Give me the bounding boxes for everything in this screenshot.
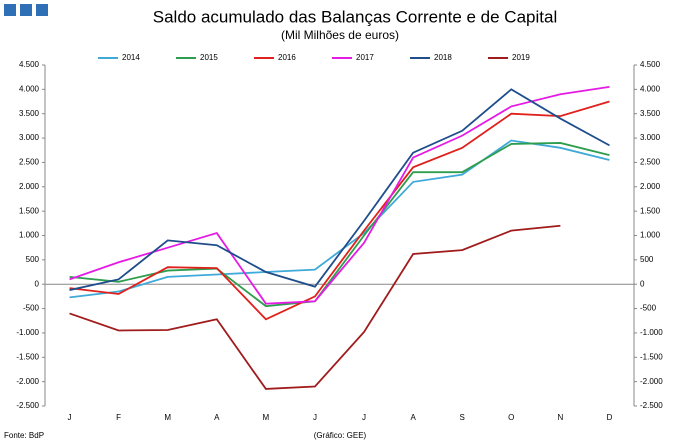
y2-tick-label: -1.500 [640,352,663,361]
y2-tick-label: 500 [640,255,654,264]
y2-tick-label: 4.500 [640,60,661,69]
y2-tick-label: 4.000 [640,84,661,93]
y2-tick-label: 1.500 [640,206,661,215]
logo-square [36,4,48,16]
chart-title: Saldo acumulado das Balanças Corrente e … [153,7,557,26]
series-line [69,224,561,390]
series-line [69,86,610,305]
legend-label: 2019 [512,53,530,62]
y-tick-label: -500 [23,304,40,313]
y-tick-label: 2.000 [19,182,40,191]
y2-tick-label: 0 [640,279,645,288]
y-tick-label: 4.000 [19,84,40,93]
y2-tick-label: 3.500 [640,109,661,118]
y2-tick-label: -1.000 [640,328,663,337]
y-tick-label: -1.500 [16,352,39,361]
x-tick-label: J [313,413,317,422]
x-tick-label: M [164,413,171,422]
legend-label: 2014 [122,53,140,62]
x-tick-label: N [557,413,563,422]
y2-tick-label: 2.000 [640,182,661,191]
y2-tick-label: 1.000 [640,231,661,240]
x-tick-label: S [460,413,465,422]
x-tick-label: D [607,413,613,422]
logo-square [20,4,32,16]
y-tick-label: -1.000 [16,328,39,337]
series-line [69,100,610,321]
chart-subtitle: (Mil Milhões de euros) [281,28,399,42]
logo-square [4,4,16,16]
legend-label: 2015 [200,53,218,62]
x-tick-label: F [116,413,121,422]
y2-tick-label: -2.500 [640,401,663,410]
legend-label: 2016 [278,53,296,62]
y2-tick-label: -500 [640,304,657,313]
x-tick-label: J [362,413,366,422]
y-tick-label: 2.500 [19,158,40,167]
source: Fonte: BdP [4,431,44,440]
y2-tick-label: -2.000 [640,377,663,386]
x-tick-label: A [214,413,220,422]
credit: (Gráfico: GEE) [314,431,367,440]
y-tick-label: 1.500 [19,206,40,215]
x-tick-label: M [263,413,270,422]
y-tick-label: -2.000 [16,377,39,386]
y-tick-label: 4.500 [19,60,40,69]
x-tick-label: O [508,413,514,422]
y-tick-label: 3.000 [19,133,40,142]
y-tick-label: 500 [26,255,40,264]
y-tick-label: 3.500 [19,109,40,118]
x-tick-label: J [68,413,72,422]
series-line [69,88,610,291]
y-tick-label: -2.500 [16,401,39,410]
legend-label: 2017 [356,53,374,62]
legend-label: 2018 [434,53,452,62]
x-tick-label: A [410,413,416,422]
y-tick-label: 0 [35,279,40,288]
y2-tick-label: 2.500 [640,158,661,167]
y-tick-label: 1.000 [19,231,40,240]
series-line [69,139,610,299]
y2-tick-label: 3.000 [640,133,661,142]
